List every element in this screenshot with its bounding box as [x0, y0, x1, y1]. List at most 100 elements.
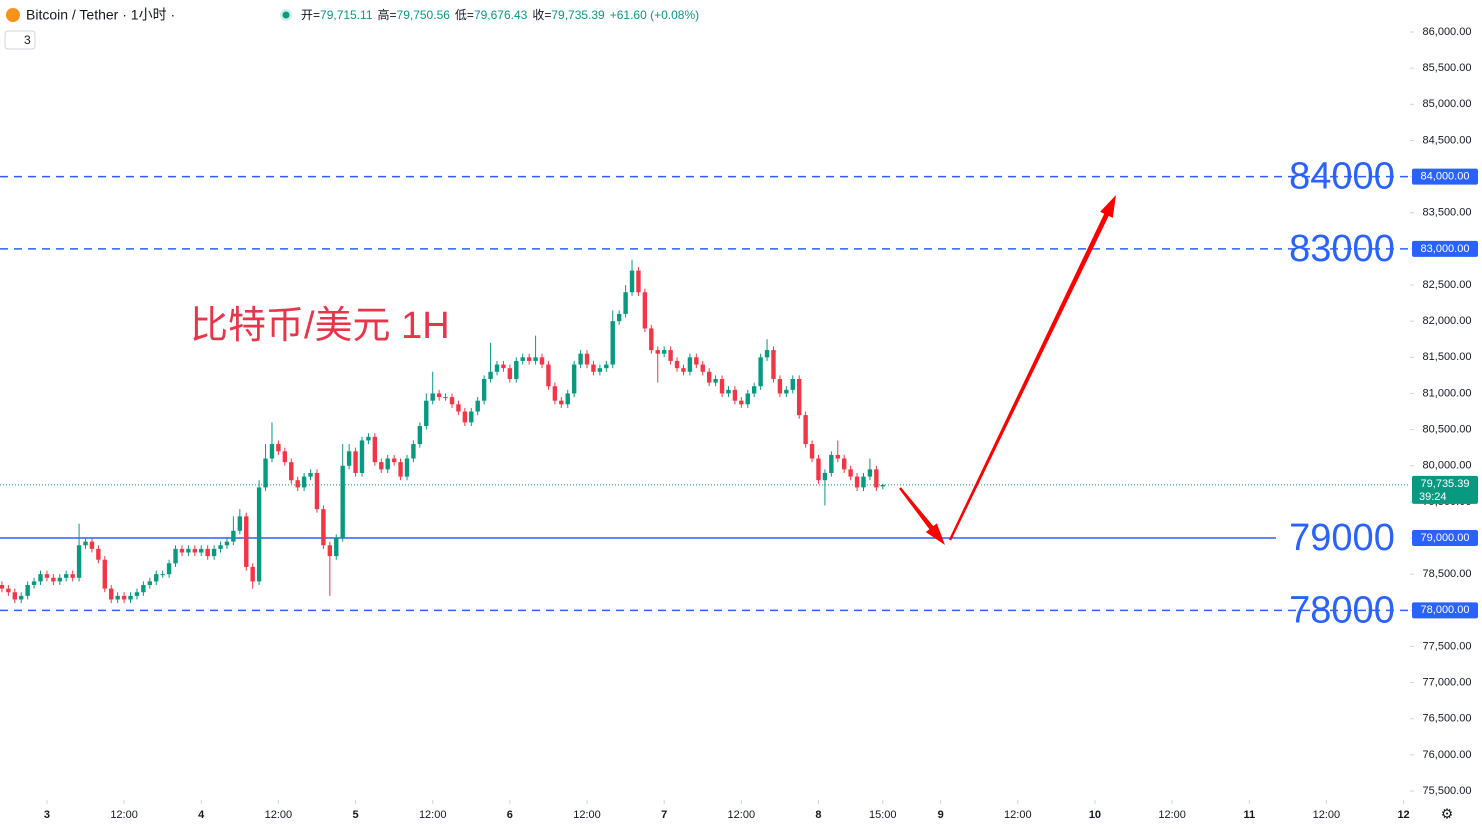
- last-price-label: 79,735.39: [1421, 478, 1470, 490]
- candle-body: [610, 321, 615, 365]
- y-tick-label: 82,500.00: [1423, 279, 1472, 291]
- candle-body: [115, 595, 120, 600]
- x-tick-label: 12:00: [1158, 809, 1186, 821]
- candle-body: [321, 509, 326, 546]
- level-badge-label: 84,000.00: [1421, 171, 1470, 183]
- candle-body: [687, 357, 693, 372]
- candle-body: [520, 357, 525, 361]
- x-tick-label: 3: [44, 809, 50, 821]
- candle-body: [649, 328, 654, 351]
- candle-body: [616, 313, 622, 322]
- change: +61.60 (+0.08%): [610, 8, 699, 22]
- y-tick-label: 84,500.00: [1423, 134, 1472, 146]
- candle-body: [681, 368, 686, 372]
- candle-body: [835, 454, 840, 459]
- candle-body: [462, 411, 468, 423]
- candle-body: [25, 585, 30, 596]
- candle-body: [76, 545, 82, 578]
- candle-body: [623, 292, 628, 314]
- candle-body: [514, 360, 519, 380]
- candle-body: [411, 444, 416, 459]
- candle-body: [83, 541, 88, 546]
- candle-body: [109, 588, 114, 600]
- y-tick-label: 77,000.00: [1423, 677, 1472, 689]
- candle-body: [282, 451, 288, 463]
- candle-body: [346, 451, 352, 466]
- level-badge-label: 78,000.00: [1421, 604, 1470, 616]
- y-tick-label: 76,500.00: [1423, 713, 1472, 725]
- level-label: 83000: [1289, 228, 1395, 270]
- ohlc-label: 收=: [532, 8, 551, 22]
- x-tick-label: 12: [1397, 809, 1409, 821]
- arrow: [899, 487, 945, 545]
- candle-body: [700, 364, 705, 372]
- candle-body: [250, 566, 255, 582]
- y-tick-label: 80,000.00: [1423, 460, 1472, 472]
- candle-body: [327, 545, 333, 557]
- candle-body: [6, 588, 11, 593]
- candle-body: [597, 368, 603, 372]
- candle-body: [404, 458, 410, 477]
- candle-body: [726, 389, 731, 394]
- candle-body: [141, 585, 146, 593]
- y-tick-label: 81,500.00: [1423, 351, 1472, 363]
- candle-body: [642, 292, 648, 329]
- candle-body: [488, 371, 493, 380]
- candle-body: [199, 548, 204, 553]
- ohlc-label: 高=: [378, 7, 397, 22]
- candle-body: [334, 538, 339, 557]
- candle-body: [244, 516, 249, 567]
- candle-body: [134, 592, 140, 596]
- arrow: [948, 195, 1116, 541]
- ohlc-value: 79,735.39: [551, 8, 605, 22]
- ohlc-label: 开=: [301, 8, 320, 22]
- candle-body: [674, 360, 680, 369]
- candle-body: [308, 472, 313, 477]
- x-tick-label: 10: [1089, 809, 1101, 821]
- candle-body: [758, 357, 763, 387]
- candle-body: [552, 386, 558, 401]
- candle-body: [777, 379, 783, 394]
- candle-body: [192, 548, 198, 553]
- candle-body: [719, 379, 725, 394]
- candle-body: [385, 458, 390, 470]
- candle-body: [764, 350, 770, 358]
- candle-body: [829, 454, 834, 473]
- candle-body: [44, 574, 50, 578]
- candle-body: [379, 462, 384, 470]
- candle-body: [591, 364, 596, 372]
- candle-body: [790, 379, 795, 390]
- candle-body: [31, 581, 37, 586]
- candle-body: [173, 548, 178, 564]
- candle-body: [822, 472, 828, 481]
- candle-body: [584, 353, 590, 365]
- candle-body: [57, 577, 62, 582]
- candle-body: [494, 364, 500, 372]
- candle-body: [469, 411, 474, 423]
- candle-body: [147, 581, 153, 586]
- candle-body: [51, 577, 56, 582]
- candle-body: [218, 545, 223, 549]
- settings-icon[interactable]: ⚙: [1441, 806, 1454, 822]
- candle-body: [359, 440, 365, 473]
- candle-body: [256, 487, 262, 582]
- candle-body: [128, 595, 133, 600]
- candle-body: [475, 400, 480, 412]
- candle-body: [372, 436, 378, 463]
- candle-body: [179, 548, 185, 553]
- level-badge: [1412, 240, 1478, 257]
- candle-body: [186, 548, 191, 553]
- x-tick-label: 8: [815, 809, 821, 821]
- y-tick-label: 80,500.00: [1423, 424, 1472, 436]
- x-tick-label: 15:00: [869, 809, 897, 821]
- candle-body: [366, 436, 371, 441]
- candle-body: [713, 379, 718, 383]
- x-tick-label: 12:00: [265, 809, 293, 821]
- candle-body: [732, 389, 738, 401]
- candle-body: [571, 364, 577, 394]
- candle-body: [96, 548, 101, 560]
- candle-body: [803, 415, 808, 445]
- badge-box[interactable]: [4, 30, 36, 50]
- candle-body: [809, 444, 815, 459]
